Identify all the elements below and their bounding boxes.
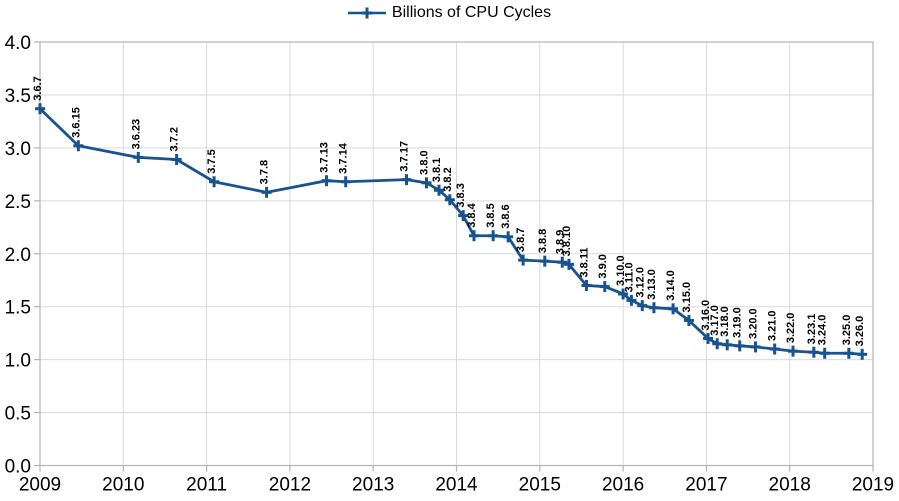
x-tick-label: 2010 (102, 475, 144, 496)
x-tick-label: 2018 (769, 475, 811, 496)
x-tick-label: 2015 (519, 475, 561, 496)
data-point-label: 3.15.0 (681, 282, 693, 313)
data-point-label: 3.6.7 (32, 76, 44, 100)
data-point-label: 3.10.0 (615, 255, 627, 286)
data-point-label: 3.24.0 (817, 315, 829, 346)
data-point-label: 3.7.2 (169, 127, 181, 151)
data-point-label: 3.14.0 (665, 270, 677, 301)
legend-label: Billions of CPU Cycles (391, 4, 552, 21)
legend-line-marker-icon (347, 7, 386, 19)
data-point-label: 3.17.0 (709, 305, 721, 336)
data-point-label: 3.26.0 (854, 316, 866, 347)
data-point-label: 3.23.1 (806, 314, 818, 345)
data-point-label: 3.8.5 (485, 203, 497, 227)
legend: Billions of CPU Cycles (0, 4, 899, 22)
data-point-label: 3.8.4 (466, 202, 478, 227)
data-point-label: 3.8.8 (537, 229, 549, 253)
y-tick-label: 2.5 (5, 192, 31, 213)
y-tick-label: 4.0 (5, 33, 31, 54)
data-point-label: 3.8.2 (442, 167, 454, 191)
data-point-label: 3.8.1 (431, 158, 443, 182)
data-point-label: 3.8.6 (500, 204, 512, 228)
data-point-label: 3.8.11 (578, 248, 590, 278)
y-tick-label: 0.0 (5, 457, 31, 478)
x-tick-label: 2012 (269, 475, 311, 496)
x-tick-label: 2014 (435, 475, 478, 496)
x-tick-label: 2013 (352, 475, 394, 496)
data-point-label: 3.7.14 (338, 142, 350, 173)
data-point-label: 3.19.0 (732, 307, 744, 338)
x-tick-label: 2016 (602, 475, 644, 496)
data-point-label: 3.11.0 (623, 262, 635, 292)
data-point-label: 3.12.0 (634, 267, 646, 298)
x-tick-label: 2017 (685, 475, 727, 496)
data-point-label: 3.8.9 (554, 230, 566, 254)
data-point-label: 3.8.10 (561, 226, 573, 257)
y-tick-label: 0.5 (5, 404, 31, 425)
data-point-label: 3.22.0 (785, 313, 797, 344)
data-point-label: 3.25.0 (841, 315, 853, 346)
y-tick-label: 1.0 (5, 351, 31, 372)
data-point-label: 3.20.0 (748, 308, 760, 339)
data-point-label: 3.18.0 (719, 306, 731, 337)
data-point-label: 3.7.13 (319, 142, 331, 173)
data-point-label: 3.13.0 (646, 269, 658, 300)
y-tick-label: 1.5 (5, 298, 31, 319)
data-point-label: 3.8.7 (515, 228, 527, 252)
x-tick-label: 2019 (852, 475, 894, 496)
data-point-label: 3.6.15 (70, 107, 82, 138)
data-point-label: 3.8.3 (455, 183, 467, 207)
y-tick-label: 2.0 (5, 245, 31, 266)
data-point-label: 3.7.5 (206, 149, 218, 173)
data-point-label: 3.8.0 (419, 150, 431, 174)
data-point-label: 3.7.17 (399, 141, 411, 172)
y-tick-label: 3.5 (5, 86, 31, 107)
data-point-label: 3.9.0 (597, 254, 609, 278)
y-tick-label: 3.0 (5, 139, 31, 160)
data-point-label: 3.16.0 (700, 300, 712, 331)
x-tick-label: 2009 (19, 475, 61, 496)
data-point-label: 3.7.8 (259, 160, 271, 184)
data-point-label: 3.6.23 (130, 119, 142, 150)
x-tick-label: 2011 (186, 475, 227, 496)
data-point-label: 3.21.0 (767, 310, 779, 341)
